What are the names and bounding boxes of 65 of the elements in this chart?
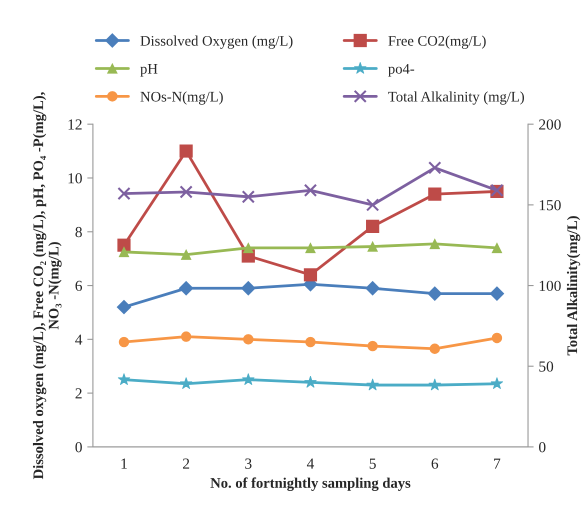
legend-label: Dissolved Oxygen (mg/L): [140, 36, 293, 49]
point: [366, 220, 380, 233]
y2-tick-label: 150: [540, 200, 561, 210]
legend-label: Total Alkalinity (mg/L): [388, 91, 524, 105]
y-tick-label: 12: [68, 119, 82, 130]
point: [180, 144, 193, 158]
point: [180, 185, 193, 199]
point: [428, 161, 442, 174]
x-tick-label: 3: [245, 458, 252, 469]
point: [242, 190, 255, 204]
legend-label: NOs-N(mg/L): [140, 91, 223, 105]
y2-axis-title: Total Alkalinity(mg/L): [566, 216, 580, 356]
point: [366, 378, 379, 390]
point: [367, 340, 378, 352]
x-tick-label: 5: [370, 458, 376, 469]
x-tick-label: 1: [122, 458, 127, 469]
legend-label: pH: [140, 64, 158, 77]
y-tick-label: 4: [75, 334, 82, 345]
y2-tick-label: 100: [540, 280, 561, 291]
point: [428, 188, 442, 201]
point: [241, 281, 256, 296]
x-tick-label: 6: [432, 458, 438, 469]
point: [243, 242, 254, 254]
y-tick-label: 6: [76, 280, 82, 291]
point: [243, 334, 254, 345]
point: [118, 373, 130, 386]
point: [366, 198, 380, 212]
point: [117, 186, 131, 200]
y-tick-label: 0: [75, 442, 82, 452]
x-axis-title: No. of fortnightly sampling days: [210, 477, 410, 491]
point: [490, 377, 504, 390]
point: [178, 281, 194, 296]
legend-label: Free CO2(mg/L): [388, 36, 486, 49]
legend-label: po4-: [388, 64, 414, 77]
point: [492, 242, 502, 254]
point: [242, 373, 255, 386]
x-tick-label: 7: [494, 458, 500, 469]
point: [180, 249, 192, 260]
point: [118, 246, 130, 258]
point: [428, 378, 442, 390]
point: [305, 242, 316, 254]
y2-tick-label: 200: [539, 119, 561, 130]
point: [305, 336, 316, 348]
point: [365, 281, 380, 296]
point: [180, 331, 192, 342]
x-tick-label: 2: [182, 458, 190, 469]
y2-tick-label: 50: [539, 361, 554, 372]
point: [116, 300, 132, 314]
point: [180, 377, 192, 390]
y-tick-label: 2: [76, 388, 82, 398]
y-tick-label: 8: [75, 226, 82, 238]
y-tick-label: 10: [68, 173, 82, 184]
point: [490, 286, 504, 301]
point: [367, 241, 378, 252]
point: [304, 268, 318, 282]
y2-tick-label: 0: [539, 442, 546, 452]
point: [492, 332, 502, 344]
point: [304, 376, 317, 388]
point: [428, 286, 442, 301]
point: [118, 336, 130, 348]
x-tick-label: 4: [306, 458, 314, 469]
y-axis-title: Dissolved oxygen (mg/L), Free CO₂ (mg/L), pH, PO₄ -P(mg/L), NO₃ -N(mg/L): [32, 92, 62, 480]
point: [430, 238, 440, 250]
point: [430, 344, 440, 354]
point: [304, 184, 318, 197]
